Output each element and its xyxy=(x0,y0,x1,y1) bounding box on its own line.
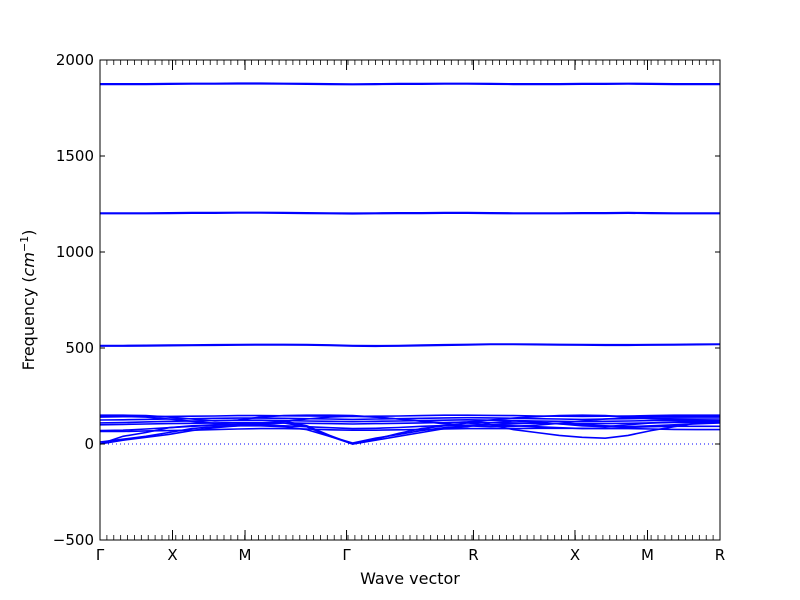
y-tick-label: 0 xyxy=(84,435,94,453)
band-series-17 xyxy=(100,82,720,85)
y-tick-label: 500 xyxy=(65,339,94,357)
x-tick-label: M xyxy=(641,546,654,564)
y-axis-label-main: Frequency xyxy=(19,288,38,371)
x-axis-label: Wave vector xyxy=(360,569,460,588)
y-tick-label: 1500 xyxy=(56,147,94,165)
band-lines xyxy=(99,82,721,445)
y-axis-label-exponent: −1 xyxy=(18,236,31,252)
y-axis-label-paren-close: ) xyxy=(19,230,38,236)
band-series-3 xyxy=(99,422,721,444)
y-axis-label-unit: cm xyxy=(19,252,38,276)
y-tick-label: 1000 xyxy=(56,243,94,261)
x-tick-label: R xyxy=(468,546,478,564)
axis-ticks: −500 0 500 1000 1500 2000 Γ X M Γ R X M R xyxy=(53,51,725,564)
x-tick-label: M xyxy=(239,546,252,564)
band-series-11 xyxy=(99,415,720,428)
band-series-15 xyxy=(100,211,720,215)
y-axis-label-paren: ( xyxy=(19,276,38,287)
y-tick-label: −500 xyxy=(53,531,94,549)
x-tick-label: X xyxy=(570,546,580,564)
y-axis-label-text: Frequency (cm−1) xyxy=(18,230,38,371)
band-series-13 xyxy=(100,343,721,347)
x-tick-label: X xyxy=(167,546,177,564)
x-tick-label: R xyxy=(715,546,725,564)
band-series-5 xyxy=(99,423,720,432)
y-tick-label: 2000 xyxy=(56,51,94,69)
plot-frame xyxy=(99,59,721,541)
x-tick-label: Γ xyxy=(342,546,351,564)
x-tick-label: Γ xyxy=(96,546,105,564)
y-axis-label: Frequency (cm−1) xyxy=(18,230,38,371)
